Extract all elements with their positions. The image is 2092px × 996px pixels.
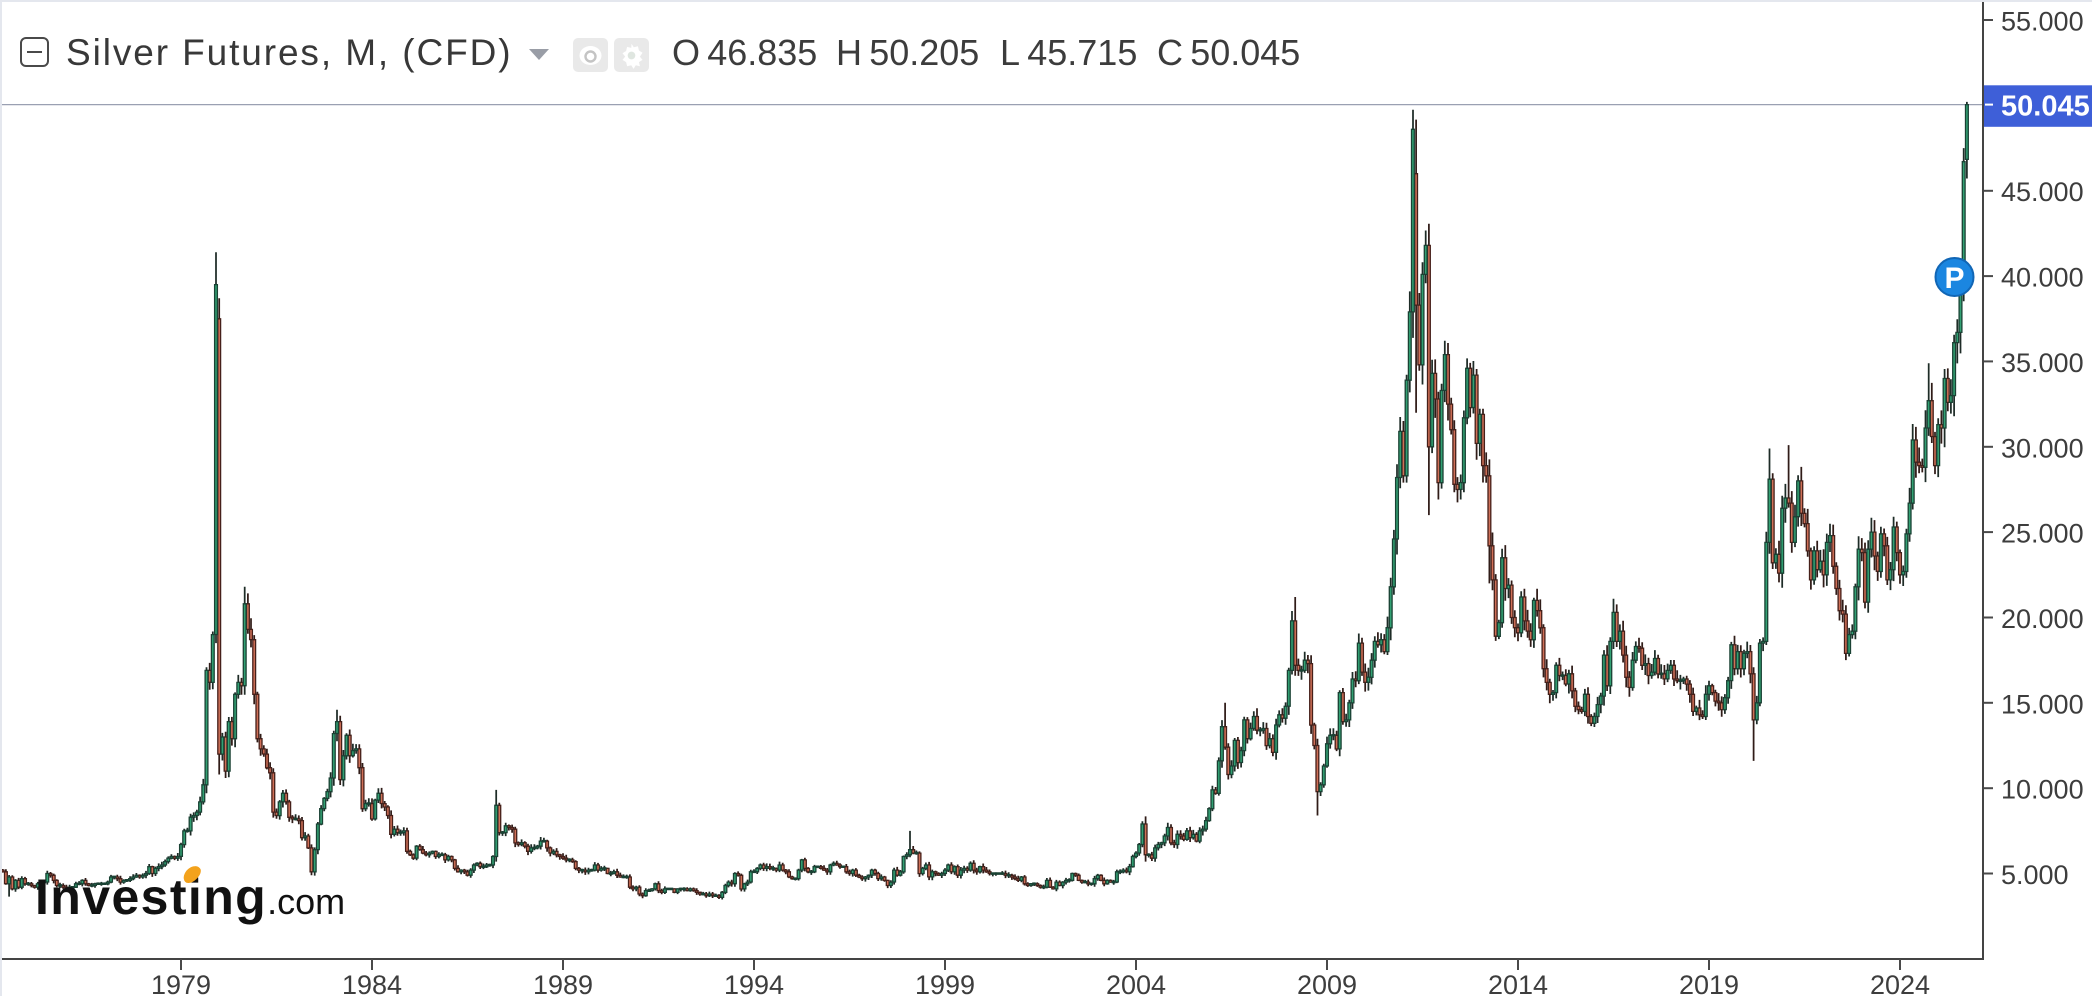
svg-text:2014: 2014 <box>1488 970 1548 996</box>
svg-text:20.000: 20.000 <box>2001 604 2084 634</box>
svg-text:2009: 2009 <box>1297 970 1357 996</box>
svg-text:15.000: 15.000 <box>2001 689 2084 719</box>
svg-text:2024: 2024 <box>1870 970 1930 996</box>
svg-text:2004: 2004 <box>1106 970 1166 996</box>
svg-text:2019: 2019 <box>1679 970 1739 996</box>
svg-text:1999: 1999 <box>915 970 975 996</box>
svg-text:25.000: 25.000 <box>2001 519 2084 549</box>
svg-text:55.000: 55.000 <box>2001 7 2084 37</box>
svg-text:1984: 1984 <box>342 970 402 996</box>
svg-text:35.000: 35.000 <box>2001 348 2084 378</box>
svg-text:5.000: 5.000 <box>2001 860 2069 890</box>
svg-text:10.000: 10.000 <box>2001 775 2084 805</box>
svg-text:1979: 1979 <box>151 970 211 996</box>
svg-text:40.000: 40.000 <box>2001 263 2084 293</box>
svg-text:1989: 1989 <box>533 970 593 996</box>
svg-text:1994: 1994 <box>724 970 784 996</box>
svg-text:50.045: 50.045 <box>2001 91 2090 123</box>
svg-text:30.000: 30.000 <box>2001 433 2084 463</box>
svg-text:45.000: 45.000 <box>2001 177 2084 207</box>
svg-text:P: P <box>1944 262 1964 295</box>
